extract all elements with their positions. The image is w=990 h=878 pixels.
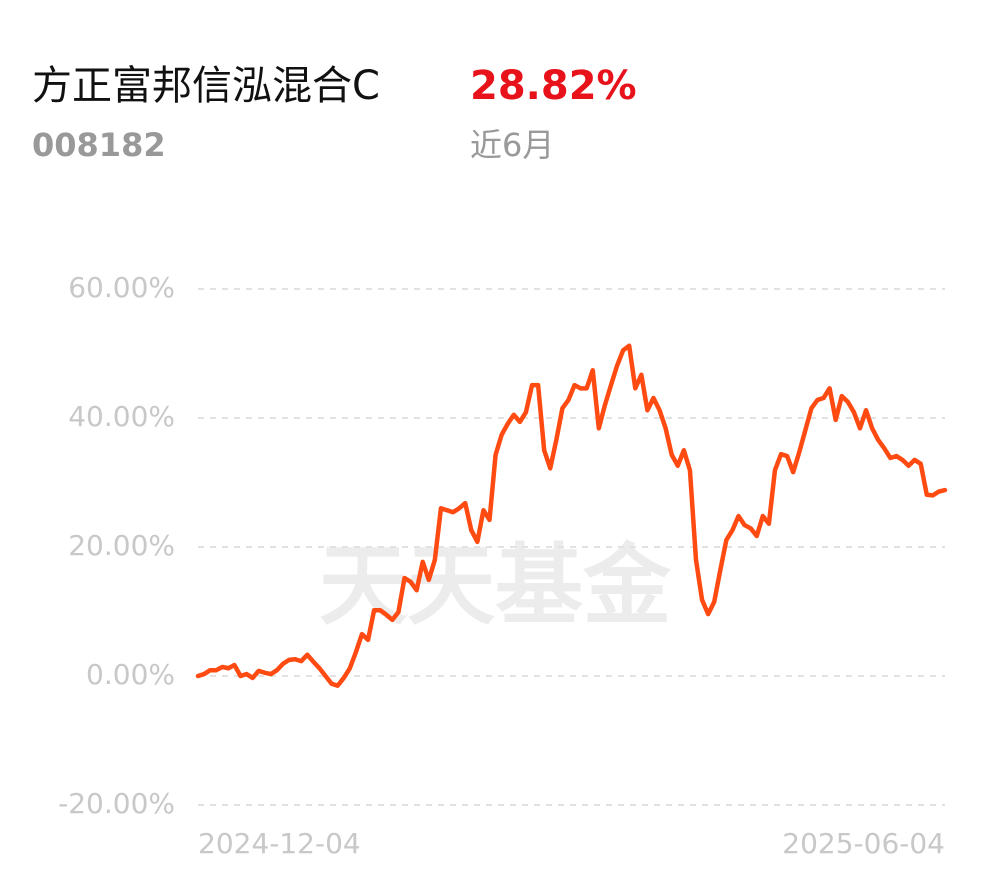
y-tick-label: 20.00%	[68, 529, 175, 562]
y-tick-label: -20.00%	[58, 787, 175, 820]
page: 方正富邦信泓混合C 28.82% 008182 近6月 天天基金 60.00%4…	[0, 0, 990, 878]
period-return: 28.82%	[470, 63, 637, 109]
y-tick-label: 40.00%	[68, 400, 175, 433]
fund-name: 方正富邦信泓混合C	[32, 63, 380, 109]
period-label: 近6月	[470, 126, 554, 164]
x-tick-label: 2025-06-04	[782, 827, 945, 860]
fund-code: 008182	[32, 126, 166, 164]
y-tick-label: 60.00%	[68, 271, 175, 304]
chart: 方正富邦信泓混合C 28.82% 008182 近6月 天天基金 60.00%4…	[0, 0, 990, 878]
y-tick-label: 0.00%	[86, 658, 175, 691]
x-tick-label: 2024-12-04	[198, 827, 361, 860]
